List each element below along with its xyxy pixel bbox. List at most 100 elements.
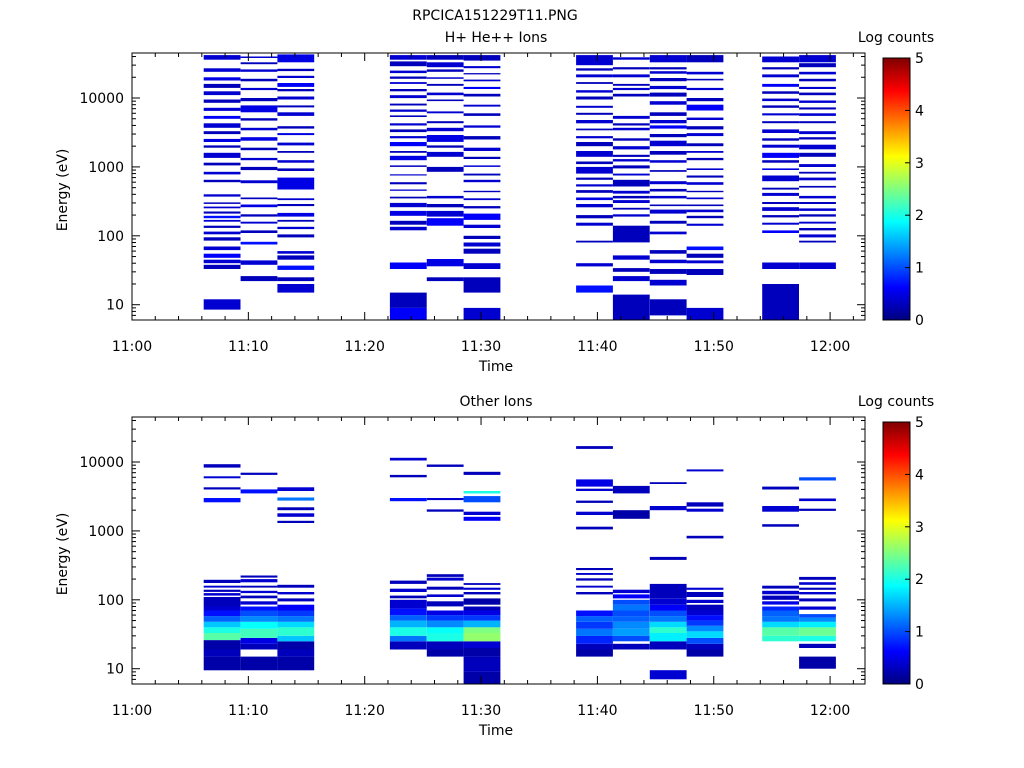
heatmap-cell bbox=[576, 592, 613, 595]
heatmap-cell bbox=[277, 160, 315, 163]
heatmap-cell bbox=[686, 625, 724, 632]
heatmap-cell bbox=[426, 649, 464, 657]
heatmap-cell bbox=[686, 610, 724, 616]
heatmap-cell bbox=[612, 589, 650, 594]
heatmap-cell bbox=[799, 208, 836, 211]
heatmap-cell bbox=[799, 498, 836, 502]
heatmap-cell bbox=[240, 214, 278, 217]
heatmap-cell bbox=[576, 240, 613, 243]
heatmap-cell bbox=[240, 241, 278, 245]
heatmap-cell bbox=[612, 610, 650, 617]
heatmap-cell bbox=[463, 206, 501, 209]
heatmap-cell bbox=[277, 277, 315, 282]
heatmap-cell bbox=[649, 140, 687, 147]
heatmap-cell bbox=[576, 585, 613, 588]
heatmap-cell bbox=[799, 635, 836, 642]
heatmap-cell bbox=[240, 643, 278, 650]
heatmap-cell bbox=[389, 599, 427, 609]
heatmap-cell bbox=[240, 590, 278, 594]
heatmap-cell bbox=[203, 211, 241, 214]
colorbar-gradient bbox=[882, 57, 911, 321]
heatmap-cell bbox=[203, 299, 241, 310]
heatmap-cell bbox=[612, 200, 650, 203]
heatmap-cell bbox=[649, 299, 687, 316]
heatmap-cell bbox=[576, 568, 613, 571]
heatmap-cell bbox=[463, 598, 501, 605]
heatmap-cell bbox=[686, 182, 724, 185]
heatmap-cell bbox=[762, 222, 799, 225]
heatmap-cell bbox=[649, 269, 687, 274]
heatmap-cell bbox=[203, 487, 241, 490]
heatmap-cell bbox=[576, 285, 613, 293]
heatmap-cell bbox=[799, 617, 836, 622]
heatmap-cell bbox=[240, 616, 278, 622]
x-tick-label: 12:00 bbox=[810, 703, 850, 719]
heatmap-cell bbox=[389, 196, 427, 199]
heatmap-cell bbox=[612, 165, 650, 169]
heatmap-cells bbox=[203, 446, 836, 684]
heatmap-cell bbox=[576, 643, 613, 650]
heatmap-cell bbox=[762, 83, 799, 87]
heatmap-cell bbox=[612, 276, 650, 282]
heatmap-cell bbox=[277, 177, 315, 190]
heatmap-cell bbox=[686, 133, 724, 137]
heatmap-cell bbox=[277, 96, 315, 100]
heatmap-cell bbox=[686, 117, 724, 120]
heatmap-cell bbox=[799, 627, 836, 636]
heatmap-cell bbox=[389, 151, 427, 153]
heatmap-cell bbox=[612, 510, 650, 519]
heatmap-cell bbox=[686, 620, 724, 626]
heatmap-cell bbox=[799, 113, 836, 116]
heatmap-cell bbox=[612, 67, 650, 70]
heatmap-cell bbox=[277, 497, 315, 501]
heatmap-cell bbox=[240, 276, 278, 282]
heatmap-cell bbox=[762, 152, 799, 158]
heatmap-cell bbox=[612, 225, 650, 243]
heatmap-cell bbox=[799, 221, 836, 224]
heatmap-cell bbox=[463, 73, 501, 75]
heatmap-cell bbox=[240, 69, 278, 72]
colorbar-tick-label: 0 bbox=[915, 313, 924, 329]
heatmap-cell bbox=[799, 63, 836, 68]
heatmap-cell bbox=[612, 57, 650, 60]
heatmap-cell bbox=[426, 77, 464, 79]
heatmap-cell bbox=[277, 168, 315, 171]
heatmap-cell bbox=[686, 587, 724, 590]
colorbar-tick-label: 4 bbox=[915, 467, 924, 483]
heatmap-cell bbox=[799, 195, 836, 199]
heatmap-cell bbox=[649, 583, 687, 599]
heatmap-cell bbox=[203, 162, 241, 166]
heatmap-cell bbox=[612, 123, 650, 126]
heatmap-cell bbox=[612, 628, 650, 636]
heatmap-cell bbox=[799, 171, 836, 174]
heatmap-cell bbox=[426, 509, 464, 512]
heatmap-cell bbox=[426, 610, 464, 616]
heatmap-cell bbox=[799, 614, 836, 618]
heatmap-cell bbox=[762, 175, 799, 182]
heatmap-cell bbox=[576, 621, 613, 629]
heatmap-cell bbox=[203, 123, 241, 128]
heatmap-cell bbox=[463, 471, 501, 475]
heatmap-cell bbox=[649, 195, 687, 199]
heatmap-cell bbox=[762, 121, 799, 124]
heatmap-cell bbox=[426, 204, 464, 208]
heatmap-cell bbox=[762, 98, 799, 102]
heatmap-cell bbox=[277, 112, 315, 116]
heatmap-cell bbox=[762, 506, 799, 512]
heatmap-cell bbox=[762, 192, 799, 196]
heatmap-cell bbox=[389, 61, 427, 67]
heatmap-cell bbox=[389, 142, 427, 147]
heatmap-cell bbox=[277, 616, 315, 622]
heatmap-cell bbox=[576, 161, 613, 165]
heatmap-cell bbox=[686, 269, 724, 275]
heatmap-cell bbox=[203, 152, 241, 158]
heatmap-cell bbox=[576, 222, 613, 226]
heatmap-cell bbox=[762, 74, 799, 78]
heatmap-cell bbox=[277, 635, 315, 642]
heatmap-cell bbox=[799, 121, 836, 124]
heatmap-cell bbox=[203, 231, 241, 235]
heatmap-cell bbox=[799, 606, 836, 610]
heatmap-cell bbox=[203, 264, 241, 269]
panel-other-ions: Other Ions 11:00 11:10 11:20 11:30 11:40 11:5… bbox=[55, 394, 934, 739]
heatmap-cell bbox=[426, 99, 464, 102]
